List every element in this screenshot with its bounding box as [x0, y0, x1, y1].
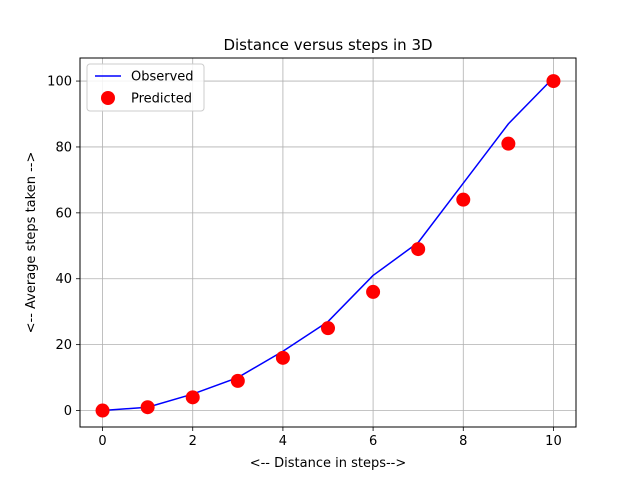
x-axis-label: <-- Distance in steps-->: [250, 456, 407, 471]
y-tick-label: 40: [55, 272, 72, 287]
data-point-predicted: [230, 373, 245, 388]
grid: [80, 58, 576, 427]
x-tick-label: 2: [189, 434, 197, 449]
series-layer: [95, 74, 561, 418]
data-point-predicted: [501, 136, 516, 151]
legend-label-observed: Observed: [131, 70, 194, 85]
data-point-predicted: [185, 390, 200, 405]
y-axis-ticks: 0 20 40 60 80 100: [47, 75, 80, 419]
x-axis-ticks: 0 2 4 6 8 10: [98, 427, 562, 449]
legend-label-predicted: Predicted: [131, 92, 192, 107]
x-tick-label: 6: [369, 434, 377, 449]
y-tick-label: 80: [55, 140, 72, 155]
legend: Observed Predicted: [86, 63, 205, 112]
legend-swatch-predicted: [101, 91, 115, 105]
plot-frame: [79, 57, 577, 428]
chart-title: Distance versus steps in 3D: [223, 36, 432, 54]
y-tick-label: 60: [55, 206, 72, 221]
data-point-predicted: [275, 350, 290, 365]
data-point-predicted: [140, 400, 155, 415]
x-tick-label: 8: [459, 434, 467, 449]
data-point-predicted: [456, 192, 471, 207]
y-tick-label: 20: [55, 338, 72, 353]
data-point-predicted: [366, 284, 381, 299]
data-point-predicted: [95, 403, 110, 418]
y-axis-label: <-- Average steps taken -->: [24, 152, 39, 334]
x-tick-label: 0: [98, 434, 106, 449]
data-point-predicted: [411, 242, 426, 257]
x-tick-label: 10: [545, 434, 562, 449]
data-point-predicted: [546, 74, 561, 89]
y-tick-label: 0: [64, 404, 72, 419]
data-point-predicted: [321, 321, 335, 336]
y-tick-label: 100: [47, 75, 72, 90]
x-tick-label: 4: [279, 434, 287, 449]
